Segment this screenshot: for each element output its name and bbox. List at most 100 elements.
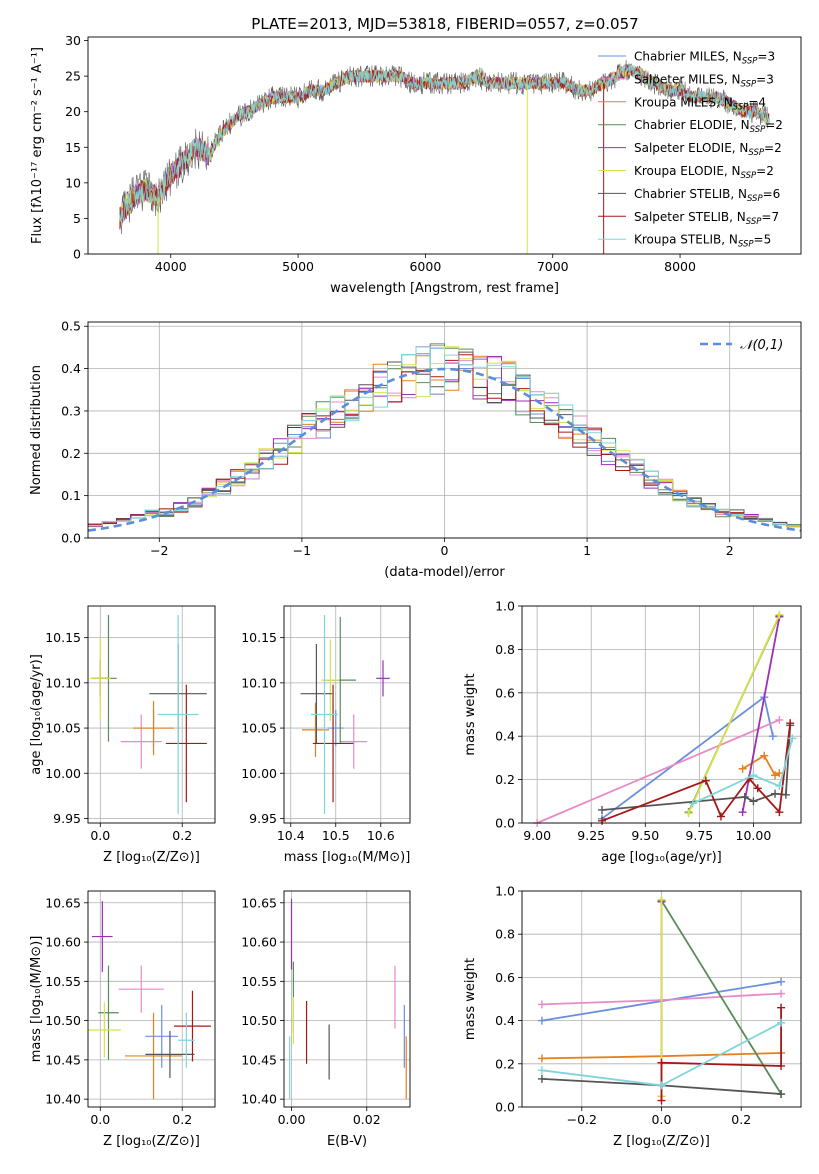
y-tick-label: 0.4 [495,729,515,744]
x-tick-label: 10.5 [322,828,350,843]
x-axis-label: age [log₁₀(age/yr)] [601,850,722,865]
legend-label: Chabrier MILES, NSSP=3 [634,50,775,67]
y-tick-label: 10.60 [45,935,81,950]
legend-label: Salpeter MILES, NSSP=3 [634,72,774,89]
histogram-series [88,346,801,538]
legend-label: Salpeter STELIB, NSSP=7 [634,210,779,227]
series-line [742,754,780,777]
mass-weight-vs-metallicity-plot: −0.2 0.0 0.2 0.0 0.2 0.4 0.6 0.8 1.0 Z [log₁₀(Z/Z… [463,884,802,1149]
legend-nssp-prefix: , N [724,164,741,178]
y-tick-label: 10 [65,175,81,190]
series-marker [753,784,762,793]
x-axis-label: wavelength [Angstrom, rest frame] [330,281,559,296]
y-tick-label: 10.15 [45,630,81,645]
figure-title: PLATE=2013, MJD=53818, FIBERID=0557, z=0… [251,15,638,33]
errorbar-point [340,714,368,769]
axes-frame [87,890,216,1108]
legend-nssp-subscript: SSP [742,57,758,67]
series-line [601,723,792,822]
x-tick-label: 9.00 [523,828,551,843]
x-tick-label: 9.75 [685,828,713,843]
legend-nssp-prefix: , N [721,233,738,247]
series-line [536,719,780,824]
series-marker [738,764,747,773]
legend-label: Chabrier STELIB, NSSP=6 [634,187,780,204]
age-vs-metallicity-plot: 0.0 0.2 9.95 10.00 10.05 10.10 10.15 Z [log₁₀(Z… [29,605,216,865]
legend-nssp-equals: = [764,141,774,155]
series-marker [657,1058,666,1067]
y-tick-label: 10.05 [45,721,81,736]
y-tick-label: 5 [73,211,81,226]
series-marker [598,805,607,814]
series-marker [716,812,725,821]
series-marker [749,797,758,806]
series-marker [598,816,607,825]
x-tick-label: 10.6 [367,828,395,843]
plot-area [90,615,207,814]
errorbar-point [312,684,354,803]
y-tick-label: 0.0 [495,816,515,831]
series-marker [777,989,786,998]
legend-label: Kroupa ELODIE, NSSP=2 [634,164,774,181]
y-tick-label: 20 [65,104,81,119]
x-tick-label: 0 [441,543,449,558]
y-tick-label: 0.2 [495,1056,515,1071]
errorbar-point [157,615,199,814]
x-tick-label: 10.00 [736,828,772,843]
legend-nssp-prefix: , N [730,187,747,201]
legend-nssp-subscript: SSP [748,148,764,158]
errorbar-point [90,637,111,720]
legend-name: Salpeter MILES [634,72,724,86]
y-tick-label: 10.40 [241,1092,277,1107]
y-tick-label: 0.2 [495,772,515,787]
x-tick-label: 0.00 [278,1112,306,1127]
x-tick-label: −2 [150,543,168,558]
spectrum-line [119,62,770,223]
x-tick-label: 5000 [282,259,314,274]
x-tick-label: −0.2 [567,1112,597,1127]
plot-area [119,59,770,254]
errorbar-point [327,709,344,747]
y-tick-label: 0.4 [61,361,81,376]
series-marker [537,1000,546,1009]
spectrum-plot: 4000 5000 6000 7000 8000051015202530waveleng… [30,33,802,296]
series-marker [768,732,777,741]
y-axis-label: mass weight [463,958,478,1040]
y-tick-label: 10.65 [45,895,81,910]
plot-area [300,615,390,814]
series-marker [537,1066,546,1075]
series-marker [657,1081,666,1090]
series-marker [740,792,749,801]
mass-vs-metallicity-plot: 0.0 0.2 10.40 10.45 10.50 10.55 10.60 10.65 Z [l… [29,890,216,1149]
y-tick-label: 10.40 [45,1092,81,1107]
legend-nssp-prefix: , N [729,210,746,224]
series-marker [738,808,747,817]
residuals-legend: 𝒩(0,1) [700,338,783,353]
series-line [692,738,794,805]
x-tick-label: 0.0 [90,1112,110,1127]
x-tick-label: 1 [583,543,591,558]
x-tick-label: 2 [726,543,734,558]
legend-name: Kroupa MILES [634,95,716,109]
legend-label: Kroupa STELIB, NSSP=5 [634,233,771,250]
errorbar-point [311,615,338,814]
legend-nssp-equals: = [763,187,773,201]
legend-name: Kroupa STELIB [634,233,721,247]
legend-nssp-value: 6 [773,187,781,201]
y-tick-label: 15 [65,140,81,155]
y-tick-label: 0.2 [61,446,81,461]
series-marker [537,1074,546,1083]
series-marker [760,751,769,760]
y-tick-label: 10.60 [241,935,277,950]
mass-weight-vs-age-plot: 9.00 9.25 9.50 9.75 10.00 0.0 0.2 0.4 0.6 0.8 1.0 a… [463,599,802,865]
y-tick-label: 0.1 [61,488,81,503]
errorbar-point [300,643,333,744]
series-marker [684,809,693,818]
y-tick-label: 9.95 [249,811,277,826]
y-axis-label: age [log₁₀(age/yr)] [29,654,44,775]
axes-frame [521,890,802,1108]
y-tick-label: 10.65 [241,895,277,910]
